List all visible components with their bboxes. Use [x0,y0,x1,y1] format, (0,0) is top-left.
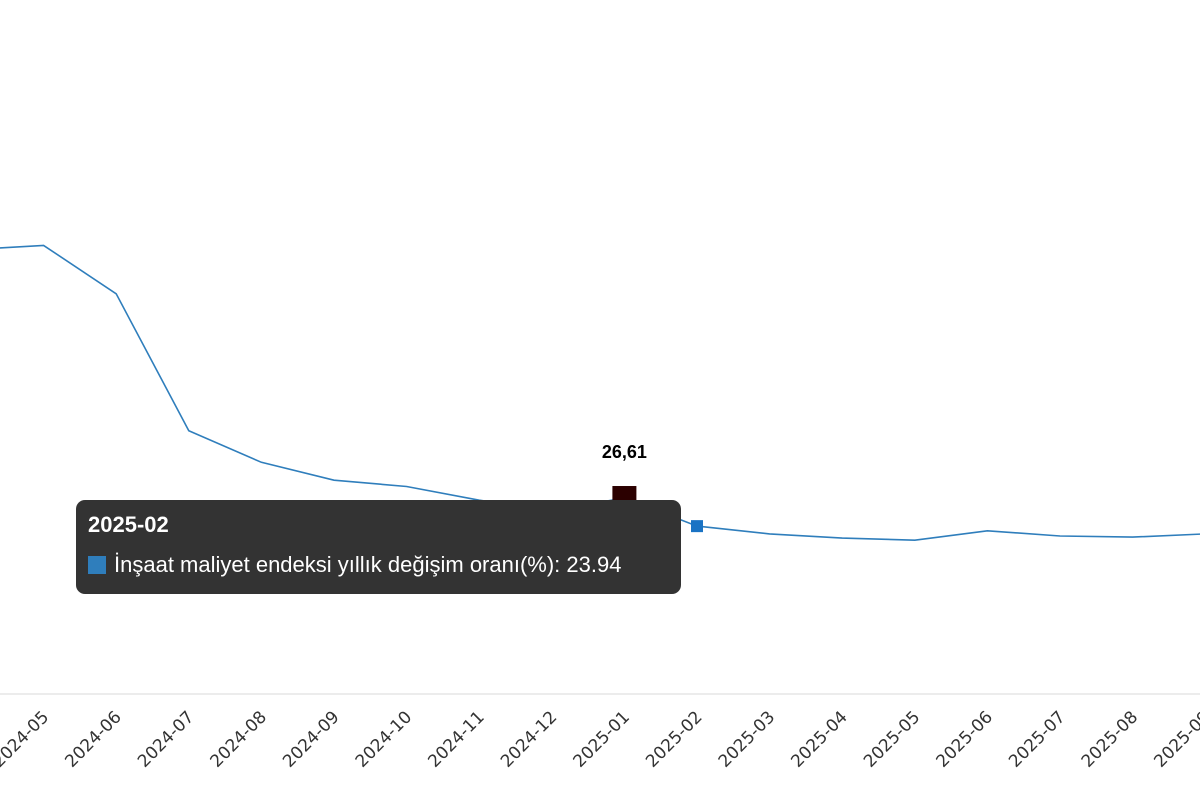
x-tick-label: 2024-06 [61,707,125,771]
x-tick-label: 2025-02 [642,707,706,771]
x-tick-label: 2025-09 [1150,707,1200,771]
x-tick-label: 2025-08 [1078,707,1142,771]
x-tick-label: 2024-10 [352,707,416,771]
tooltip-series-name: İnşaat maliyet endeksi yıllık değişim or… [114,552,555,577]
x-axis-ticks: 2024-05 2024-06 2024-07 2024-08 2024-09 2024-… [0,707,1200,771]
x-tick-label: 2025-07 [1005,707,1069,771]
x-tick-label: 2024-08 [207,707,271,771]
data-label: 26,61 [602,442,647,462]
x-tick-label: 2024-07 [134,707,198,771]
tooltip-series-value: 23.94 [566,552,622,577]
tooltip-title: 2025-02 [88,512,169,537]
x-tick-label: 2024-12 [497,707,561,771]
x-tick-label: 2024-05 [0,707,53,771]
x-tick-label: 2025-03 [715,707,779,771]
x-tick-label: 2025-01 [570,707,634,771]
series-line [0,244,1200,542]
x-tick-label: 2025-06 [933,707,997,771]
tooltip-separator: : [554,552,567,577]
x-tick-label: 2025-04 [787,707,851,771]
tooltip-series-row: İnşaat maliyet endeksi yıllık değişim or… [88,552,669,578]
x-tick-label: 2024-09 [279,707,343,771]
tooltip-series-swatch [88,556,106,574]
x-tick-label: 2024-11 [424,707,488,771]
tooltip: 2025-02 İnşaat maliyet endeksi yıllık de… [76,500,681,594]
x-tick-label: 2025-05 [860,707,924,771]
highlight-point-marker[interactable] [691,520,703,533]
